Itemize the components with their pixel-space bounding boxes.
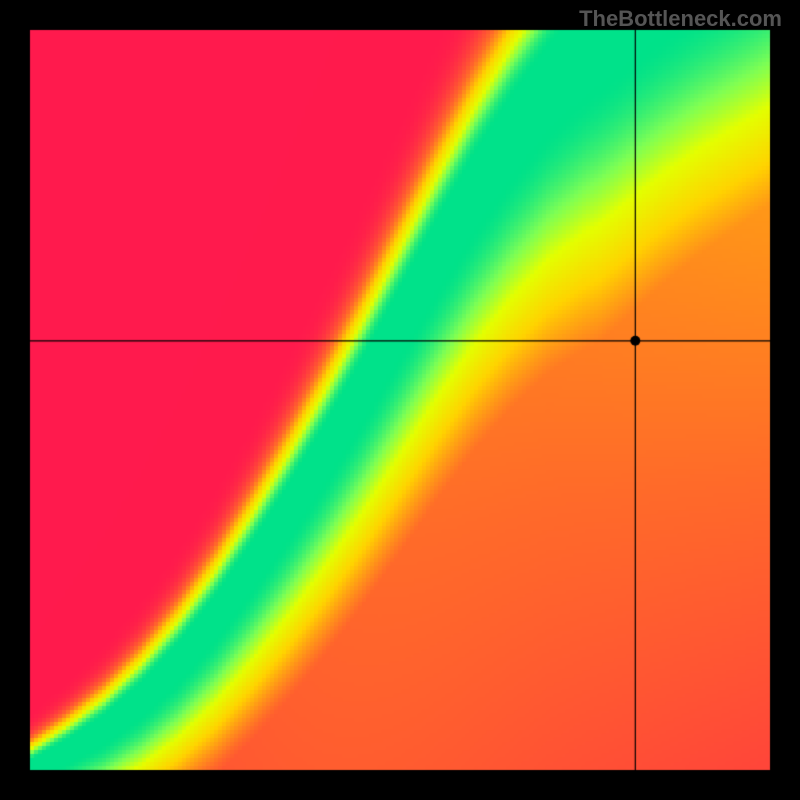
bottleneck-heatmap	[0, 0, 800, 800]
watermark-text: TheBottleneck.com	[579, 6, 782, 32]
chart-container: TheBottleneck.com	[0, 0, 800, 800]
